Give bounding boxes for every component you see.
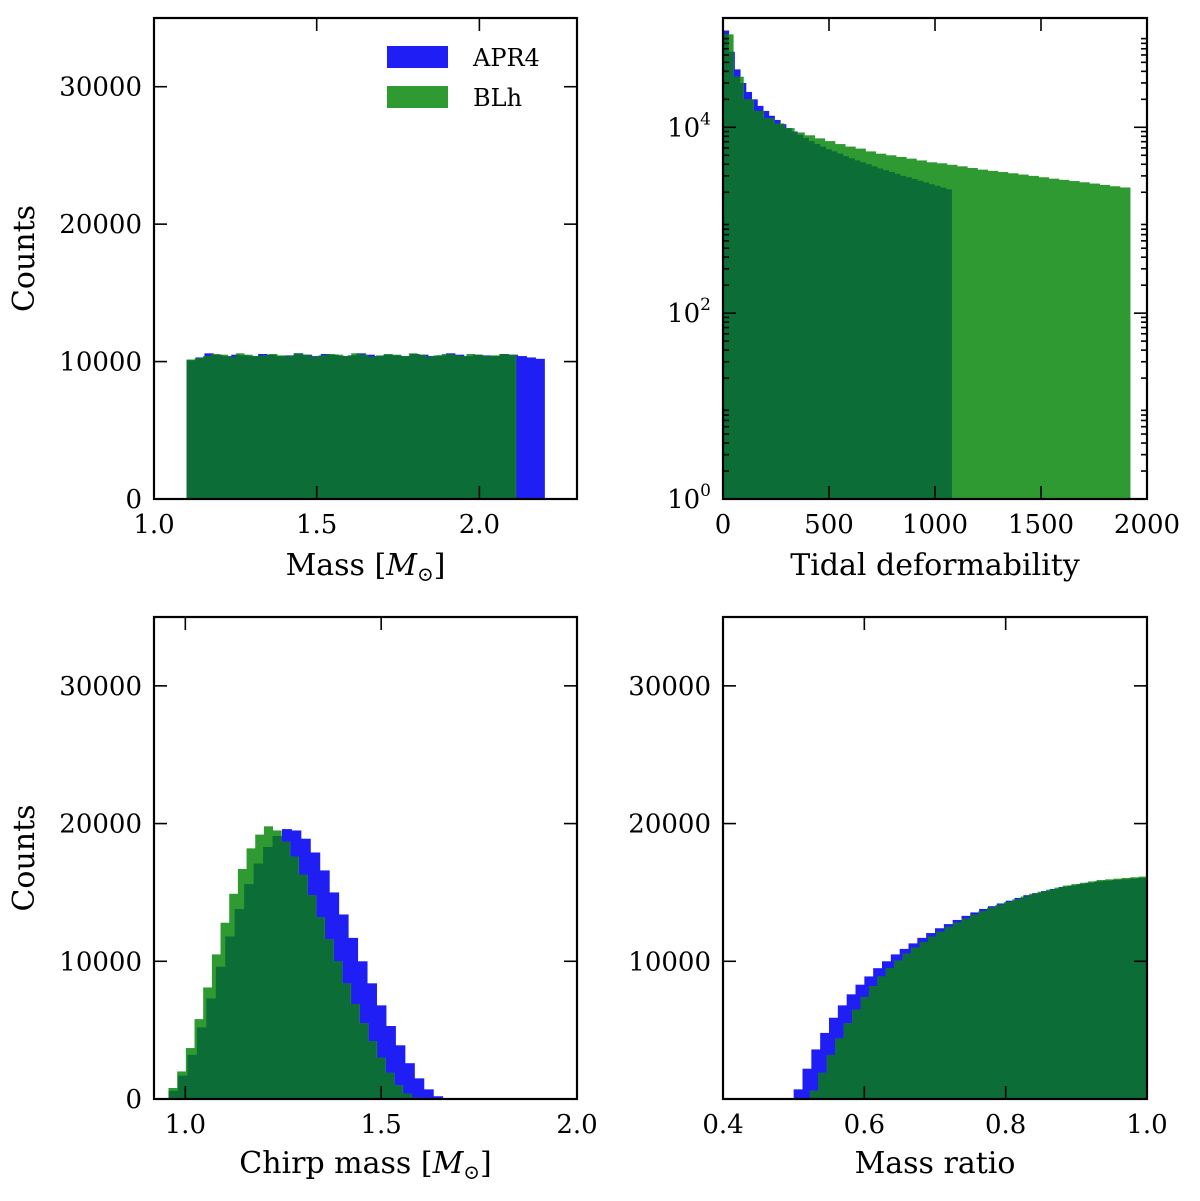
x-tick-label-mass: 1.0: [133, 510, 174, 540]
x-tick-label-tidal: 2000: [1114, 510, 1180, 540]
x-tick-label-ratio: 0.6: [844, 1110, 885, 1140]
axes-frame-mass: [152, 16, 579, 501]
x-axis-label-ratio: Mass ratio: [855, 1146, 1016, 1181]
x-tick-label-mass: 1.5: [296, 510, 337, 540]
x-tick-label-ratio: 0.4: [702, 1110, 743, 1140]
y-tick-label-chirp: 0: [125, 1085, 142, 1115]
x-tick-label-tidal: 500: [804, 510, 854, 540]
x-tick-label-tidal: 1000: [902, 510, 968, 540]
bar-apr4-chirp: [433, 1096, 444, 1099]
x-axis-label-chirp: Chirp mass [M⊙]: [239, 1146, 492, 1184]
legend: APR4 BLh: [387, 44, 540, 112]
bar-blh-tidal: [1079, 182, 1090, 499]
bar-apr4-ratio: [820, 1032, 830, 1099]
y-tick-label-chirp: 10000: [59, 947, 142, 977]
legend-label-blh: BLh: [473, 84, 522, 112]
bar-apr4-chirp: [414, 1078, 425, 1099]
bar-apr4-chirp: [423, 1089, 434, 1099]
bar-blh-tidal: [1089, 183, 1100, 499]
bar-blh-tidal: [1018, 174, 1029, 499]
bar-blh-tidal: [946, 164, 958, 499]
x-tick-label-chirp: 1.5: [360, 1110, 401, 1140]
bar-blh-tidal: [997, 172, 1009, 499]
bar-apr4-ratio: [802, 1068, 812, 1099]
bar-blh-tidal: [1028, 175, 1039, 500]
bar-blh-tidal: [1038, 177, 1050, 499]
x-tick-label-tidal: 1500: [1008, 510, 1074, 540]
x-axis-label-tidal: Tidal deformability: [790, 548, 1080, 583]
bar-blh-tidal: [1119, 187, 1131, 499]
x-tick-label-mass: 2.0: [459, 510, 500, 540]
y-tick-label-chirp: 20000: [59, 810, 142, 840]
legend-label-apr4: APR4: [472, 44, 540, 72]
x-tick-label-chirp: 1.0: [165, 1110, 206, 1140]
bar-blh-tidal: [1109, 186, 1121, 500]
bar-apr4-chirp: [395, 1045, 406, 1099]
y-tick-label-mass: 10000: [59, 348, 142, 378]
y-tick-label-ratio: 10000: [628, 947, 711, 977]
bar-blh-tidal: [1068, 181, 1080, 499]
x-axis-label-mass: Mass [M⊙]: [286, 548, 446, 586]
y-tick-label-ratio: 30000: [628, 672, 711, 702]
panel-tidal: 0 500 1000 1500 2000 100 102 104 Tidal deformabi…: [667, 16, 1180, 583]
x-tick-label-tidal: 0: [715, 510, 732, 540]
bar-apr4-ratio: [811, 1049, 821, 1099]
y-tick-label-mass: 0: [125, 485, 142, 515]
bar-blh-tidal: [1099, 184, 1111, 499]
bar-blh-tidal: [967, 167, 978, 499]
panel-ratio: 0.4 0.6 0.8 1.0 10000 20000 30000 Mass ratio: [628, 615, 1168, 1181]
bar-blh-tidal: [1007, 173, 1019, 499]
bar-blh-tidal: [1058, 179, 1070, 500]
bar-apr4-mass: [535, 358, 545, 499]
y-axis-label-chirp: Counts: [7, 804, 42, 911]
bar-blh-tidal: [957, 166, 968, 499]
x-tick-label-chirp: 2.0: [556, 1110, 597, 1140]
bar-apr4-chirp: [386, 1026, 396, 1099]
bar-blh-tidal: [987, 170, 999, 499]
panel-mass: 1.0 1.5 2.0 0 10000 20000 30000 Mass [M⊙] Counts…: [7, 16, 579, 586]
y-tick-label-chirp: 30000: [59, 672, 142, 702]
y-tick-label-tidal: 102: [667, 295, 711, 329]
y-tick-label-ratio: 20000: [628, 810, 711, 840]
overlap-region-tidal: [723, 34, 952, 499]
x-tick-label-ratio: 0.8: [985, 1110, 1026, 1140]
x-tick-label-ratio: 1.0: [1126, 1110, 1167, 1140]
overlap-region-ratio: [809, 877, 1147, 1099]
bar-apr4-chirp: [404, 1063, 415, 1099]
bar-apr4-mass: [526, 357, 536, 499]
y-tick-label-tidal: 104: [667, 109, 711, 143]
bar-blh-tidal: [1048, 178, 1060, 499]
bar-blh-tidal: [977, 169, 988, 499]
legend-swatch-apr4: [387, 46, 448, 68]
panel-chirp: 1.0 1.5 2.0 0 10000 20000 30000 Chirp mass [M⊙]…: [7, 615, 598, 1184]
bar-apr4-mass: [517, 356, 527, 499]
bar-apr4-ratio: [793, 1089, 803, 1099]
y-axis-label-mass: Counts: [7, 205, 42, 312]
y-tick-label-tidal: 100: [667, 481, 711, 515]
axes-frame-chirp: [152, 615, 579, 1101]
axes-frame-ratio: [721, 615, 1149, 1101]
legend-swatch-blh: [387, 86, 448, 108]
y-tick-label-mass: 30000: [59, 73, 142, 103]
bar-apr4-chirp: [376, 1005, 387, 1099]
y-tick-label-mass: 20000: [59, 210, 142, 240]
overlap-region-mass: [186, 353, 516, 499]
